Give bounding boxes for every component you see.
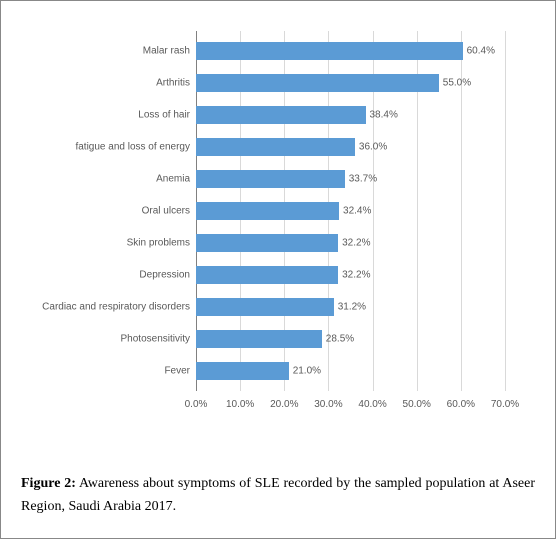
category-label: fatigue and loss of energy [75,142,190,153]
category-label: Anemia [156,174,190,185]
x-tick-label: 10.0% [226,399,254,410]
category-label: Fever [164,366,190,377]
bar: 36.0% [196,138,355,156]
bar-row: Skin problems32.2% [196,234,505,252]
value-label: 31.2% [338,302,366,313]
bar: 31.2% [196,298,334,316]
value-label: 38.4% [370,110,398,121]
caption-text: Awareness about symptoms of SLE recorded… [21,476,535,513]
value-label: 32.2% [342,270,370,281]
gridline [505,31,506,391]
figure-caption: Figure 2: Awareness about symptoms of SL… [21,473,535,518]
bar: 32.2% [196,234,338,252]
bar: 28.5% [196,330,322,348]
x-tick-label: 70.0% [491,399,519,410]
plot-region: 0.0%10.0%20.0%30.0%40.0%50.0%60.0%70.0%M… [196,31,505,391]
x-tick-label: 0.0% [185,399,208,410]
category-label: Photosensitivity [121,334,190,345]
caption-label: Figure 2: [21,476,76,491]
bar: 38.4% [196,106,366,124]
bar: 32.2% [196,266,338,284]
x-tick-label: 40.0% [358,399,386,410]
bar-row: Arthritis55.0% [196,74,505,92]
bar-row: Fever21.0% [196,362,505,380]
bar: 21.0% [196,362,289,380]
bar-row: Malar rash60.4% [196,42,505,60]
x-tick-label: 20.0% [270,399,298,410]
value-label: 21.0% [293,366,321,377]
x-tick-label: 60.0% [447,399,475,410]
bar-row: Depression32.2% [196,266,505,284]
bar-row: Oral ulcers32.4% [196,202,505,220]
bar-row: Photosensitivity28.5% [196,330,505,348]
bar: 32.4% [196,202,339,220]
value-label: 32.4% [343,206,371,217]
bar-row: fatigue and loss of energy36.0% [196,138,505,156]
value-label: 55.0% [443,78,471,89]
bar: 33.7% [196,170,345,188]
bar: 55.0% [196,74,439,92]
category-label: Oral ulcers [142,206,190,217]
bar-row: Loss of hair38.4% [196,106,505,124]
category-label: Depression [139,270,190,281]
category-label: Cardiac and respiratory disorders [42,302,190,313]
x-tick-label: 50.0% [403,399,431,410]
bar-row: Anemia33.7% [196,170,505,188]
category-label: Arthritis [156,78,190,89]
value-label: 36.0% [359,142,387,153]
value-label: 60.4% [467,46,495,57]
value-label: 33.7% [349,174,377,185]
value-label: 28.5% [326,334,354,345]
bar: 60.4% [196,42,463,60]
category-label: Loss of hair [138,110,190,121]
chart-area: 0.0% 10.0% 20.0% 30.0% 40.0% 50.0% 60.0% 70.0% M… [21,21,535,421]
bar-row: Cardiac and respiratory disorders31.2% [196,298,505,316]
value-label: 32.2% [342,238,370,249]
x-tick-label: 30.0% [314,399,342,410]
category-label: Skin problems [127,238,190,249]
category-label: Malar rash [143,46,190,57]
